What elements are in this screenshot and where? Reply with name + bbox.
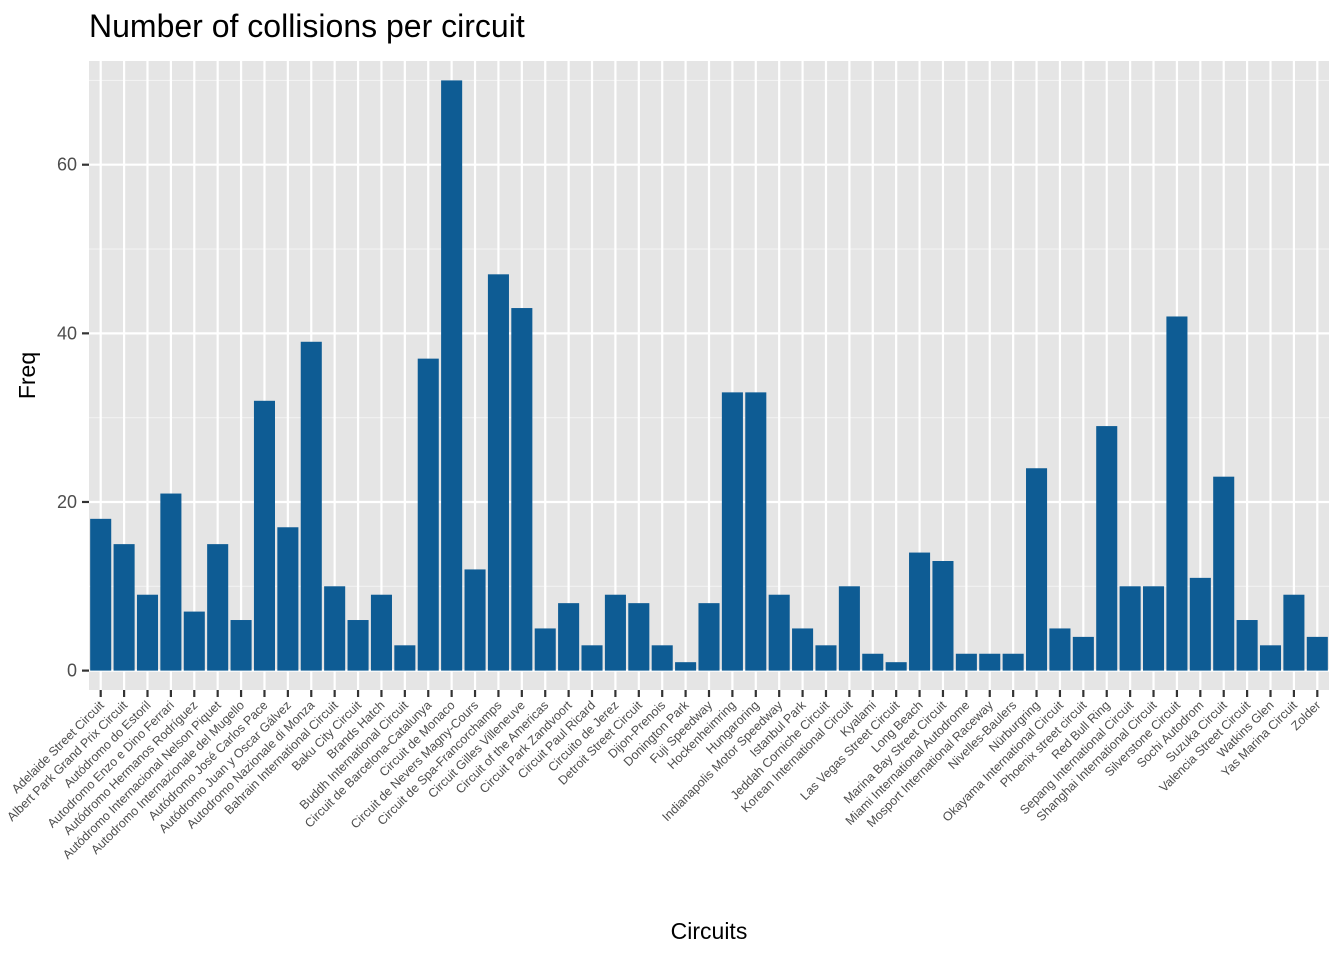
bar [1236,620,1258,671]
bar [955,653,977,671]
bar [792,628,814,671]
bar [90,518,112,671]
bar [675,662,697,671]
bar [441,80,463,671]
bar [1166,316,1188,671]
bar [768,594,790,671]
bar [160,493,182,671]
bar [1072,636,1094,671]
bar [1283,594,1305,671]
bar [370,594,392,671]
bar [932,560,954,671]
bar [394,645,416,671]
bar [862,653,884,671]
bar [511,308,533,671]
bar [1189,577,1211,671]
bar [1306,636,1328,671]
bar [136,594,159,671]
bar [183,611,205,671]
bar [1049,628,1071,671]
bar [324,586,346,671]
bar [745,392,767,671]
bar [464,569,486,671]
bar [651,645,673,671]
bar [721,392,743,671]
bar [417,358,439,671]
bar [1213,476,1235,671]
bar [1119,586,1141,671]
bar [909,552,931,671]
bar [628,603,650,671]
bar [885,662,907,671]
bar [253,400,275,671]
bar [347,620,369,671]
y-tick-label: 60 [57,155,77,175]
bar [558,603,580,671]
bar [300,341,322,671]
x-axis-title: Circuits [671,918,748,944]
bar [1002,653,1024,671]
bar [1096,426,1118,671]
bar [604,594,626,671]
y-tick-label: 0 [67,661,77,681]
bar [487,274,509,671]
bar [581,645,603,671]
bar [979,653,1001,671]
bar [277,527,299,671]
y-tick-label: 20 [57,492,77,512]
bar [113,544,135,671]
bar [815,645,837,671]
chart-title: Number of collisions per circuit [89,8,525,44]
bar [838,586,860,671]
y-axis-title: Freq [14,352,40,399]
bar [698,603,720,671]
bar [230,620,252,671]
bar [534,628,556,671]
bar [207,544,229,671]
bar [1259,645,1282,671]
bar [1026,468,1048,671]
y-tick-label: 40 [57,323,77,343]
bar [1143,586,1165,671]
